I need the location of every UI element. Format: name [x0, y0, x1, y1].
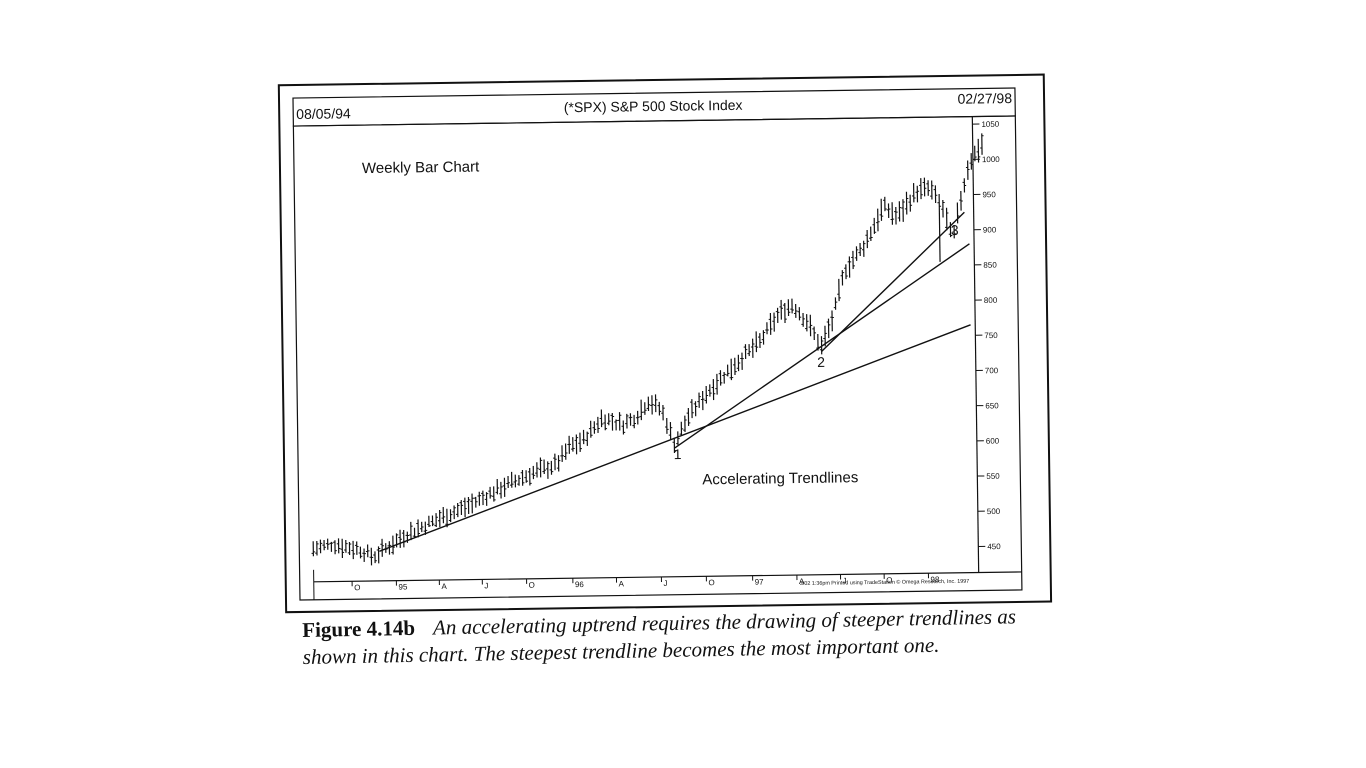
- y-tick-label: 850: [983, 261, 997, 270]
- x-tick-label: O: [708, 578, 714, 587]
- y-tick-label: 600: [986, 437, 1000, 446]
- x-tick-label: J: [484, 581, 488, 590]
- x-tick-label: 95: [398, 582, 408, 591]
- x-tick-label: A: [441, 582, 447, 591]
- x-tick-label: O: [529, 581, 535, 590]
- chart-subtitle: Weekly Bar Chart: [362, 158, 480, 177]
- trendline-3: [821, 211, 965, 353]
- y-axis-ticks: 1050 1000 950 900 850 800 750 700 650 600 550 500 45…: [972, 120, 1001, 551]
- trendlines: 1 2 3: [379, 211, 971, 552]
- x-axis-line: [313, 571, 1022, 583]
- x-tick-label: 98: [930, 575, 940, 584]
- x-tick-label: 97: [755, 578, 765, 587]
- footer-note: 3/02 1:36pm Printed using TradeStation ©…: [800, 578, 969, 587]
- figure-label: Figure 4.14b: [302, 615, 416, 642]
- trendlines-annotation: Accelerating Trendlines: [702, 469, 858, 488]
- x-tick-label: J: [843, 576, 847, 585]
- y-tick-label: 500: [987, 507, 1001, 516]
- y-axis-line: [971, 116, 980, 573]
- y-tick-label: 650: [985, 401, 999, 410]
- trendline-1: [379, 324, 971, 552]
- y-tick-label: 800: [984, 296, 998, 305]
- x-tick-label: 96: [575, 580, 585, 589]
- x-tick-label: A: [618, 579, 624, 588]
- y-tick-label: 1000: [982, 155, 1000, 164]
- trendline-label-2: 2: [817, 354, 825, 370]
- x-tick-label: A: [799, 577, 805, 586]
- x-axis-ticks: O 95 A J O 96 A J O 97 A J O 98: [351, 573, 940, 592]
- y-tick-label: 1050: [981, 120, 999, 129]
- chart-title: (*SPX) S&P 500 Stock Index: [564, 97, 743, 115]
- y-tick-label: 550: [986, 472, 1000, 481]
- end-date: 02/27/98: [957, 90, 1012, 107]
- y-tick-label: 750: [984, 331, 998, 340]
- trendline-label-1: 1: [674, 446, 682, 462]
- y-tick-label: 900: [983, 225, 997, 234]
- price-bars: [311, 133, 984, 566]
- x-tick-label: J: [663, 579, 667, 588]
- price-bar: [938, 194, 941, 262]
- outer-frame: [277, 73, 1053, 614]
- y-tick-label: 700: [985, 366, 999, 375]
- plot-frame: [292, 115, 1023, 601]
- y-tick-label: 950: [982, 190, 996, 199]
- trendline-label-3: 3: [951, 222, 959, 238]
- y-tick-label: 450: [987, 542, 1001, 551]
- start-date: 08/05/94: [296, 105, 351, 122]
- x-tick-label: O: [886, 576, 892, 585]
- trendline-2: [674, 243, 970, 449]
- x-tick-label: O: [354, 583, 360, 592]
